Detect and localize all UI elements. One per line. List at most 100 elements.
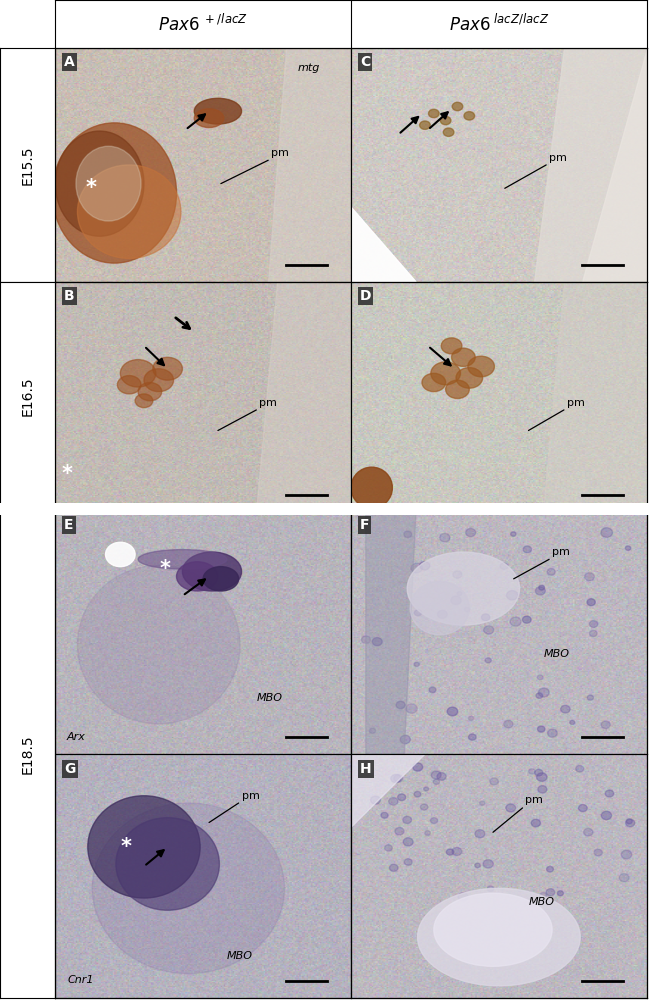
Circle shape bbox=[538, 726, 545, 732]
Circle shape bbox=[535, 770, 543, 776]
Circle shape bbox=[400, 736, 410, 744]
Circle shape bbox=[457, 592, 462, 596]
Circle shape bbox=[484, 626, 494, 635]
Ellipse shape bbox=[52, 123, 177, 263]
Circle shape bbox=[403, 838, 413, 846]
Circle shape bbox=[144, 368, 174, 391]
Circle shape bbox=[561, 706, 570, 713]
Circle shape bbox=[361, 636, 370, 644]
Ellipse shape bbox=[88, 796, 200, 898]
Circle shape bbox=[394, 775, 403, 782]
Circle shape bbox=[425, 831, 430, 835]
Circle shape bbox=[440, 534, 450, 542]
Circle shape bbox=[430, 818, 437, 824]
Circle shape bbox=[578, 805, 587, 812]
Circle shape bbox=[511, 532, 516, 537]
Circle shape bbox=[404, 859, 412, 865]
Circle shape bbox=[538, 688, 549, 697]
Circle shape bbox=[138, 382, 162, 400]
Circle shape bbox=[483, 860, 493, 868]
Text: G: G bbox=[64, 762, 75, 776]
Ellipse shape bbox=[116, 818, 220, 910]
Ellipse shape bbox=[203, 567, 239, 591]
Text: *: * bbox=[121, 837, 132, 857]
Circle shape bbox=[506, 804, 515, 812]
Circle shape bbox=[385, 845, 393, 851]
Circle shape bbox=[437, 611, 447, 619]
Polygon shape bbox=[366, 511, 416, 755]
Circle shape bbox=[546, 889, 554, 896]
Circle shape bbox=[627, 819, 632, 824]
Circle shape bbox=[490, 778, 499, 785]
Circle shape bbox=[452, 102, 463, 111]
Text: E18.5: E18.5 bbox=[21, 735, 34, 774]
Circle shape bbox=[539, 586, 545, 591]
Text: C: C bbox=[360, 55, 370, 69]
Circle shape bbox=[465, 529, 476, 537]
Circle shape bbox=[441, 338, 462, 354]
Ellipse shape bbox=[77, 566, 240, 724]
Ellipse shape bbox=[138, 550, 227, 570]
Circle shape bbox=[421, 804, 428, 810]
Circle shape bbox=[468, 356, 495, 376]
Circle shape bbox=[570, 721, 575, 725]
Circle shape bbox=[536, 693, 543, 699]
Circle shape bbox=[414, 792, 421, 797]
Circle shape bbox=[447, 707, 458, 716]
Circle shape bbox=[120, 359, 156, 387]
Polygon shape bbox=[256, 282, 351, 511]
Ellipse shape bbox=[194, 109, 224, 127]
Circle shape bbox=[440, 116, 451, 125]
Circle shape bbox=[452, 848, 461, 856]
Circle shape bbox=[135, 394, 153, 407]
Text: pm: pm bbox=[525, 796, 543, 806]
Circle shape bbox=[537, 773, 547, 782]
Text: E16.5: E16.5 bbox=[21, 376, 34, 416]
Ellipse shape bbox=[407, 552, 519, 626]
Text: H: H bbox=[360, 762, 372, 776]
Circle shape bbox=[523, 546, 532, 553]
Circle shape bbox=[469, 716, 474, 721]
Ellipse shape bbox=[410, 582, 469, 635]
Ellipse shape bbox=[183, 552, 242, 591]
Circle shape bbox=[626, 819, 635, 827]
Circle shape bbox=[395, 828, 404, 835]
Circle shape bbox=[414, 663, 419, 667]
Ellipse shape bbox=[76, 146, 141, 221]
Ellipse shape bbox=[434, 893, 552, 966]
Text: B: B bbox=[64, 288, 75, 302]
Circle shape bbox=[404, 532, 411, 538]
Text: pm: pm bbox=[271, 148, 289, 158]
Circle shape bbox=[105, 543, 135, 567]
Polygon shape bbox=[351, 755, 425, 828]
Circle shape bbox=[420, 562, 430, 570]
Circle shape bbox=[434, 779, 439, 785]
Text: *: * bbox=[159, 560, 170, 579]
Circle shape bbox=[625, 546, 630, 551]
Circle shape bbox=[540, 893, 547, 898]
Circle shape bbox=[429, 687, 436, 693]
Polygon shape bbox=[582, 48, 647, 282]
Ellipse shape bbox=[177, 562, 218, 591]
Circle shape bbox=[605, 790, 614, 797]
Circle shape bbox=[415, 610, 422, 616]
Circle shape bbox=[413, 763, 422, 771]
Circle shape bbox=[547, 569, 555, 576]
Ellipse shape bbox=[92, 803, 285, 974]
Circle shape bbox=[381, 813, 388, 818]
Circle shape bbox=[584, 829, 593, 836]
Circle shape bbox=[500, 563, 508, 570]
Circle shape bbox=[420, 121, 430, 129]
Circle shape bbox=[451, 596, 461, 605]
Circle shape bbox=[584, 573, 594, 581]
Ellipse shape bbox=[351, 467, 393, 509]
Circle shape bbox=[453, 571, 462, 579]
Circle shape bbox=[447, 849, 454, 855]
Circle shape bbox=[422, 373, 446, 391]
Circle shape bbox=[547, 729, 557, 737]
Text: D: D bbox=[360, 288, 371, 302]
Circle shape bbox=[506, 591, 518, 600]
Text: $\mathit{Pax6}$$^{\ lacZ/lacZ}$: $\mathit{Pax6}$$^{\ lacZ/lacZ}$ bbox=[448, 13, 549, 35]
Text: E: E bbox=[64, 518, 73, 532]
Text: *: * bbox=[85, 178, 96, 198]
